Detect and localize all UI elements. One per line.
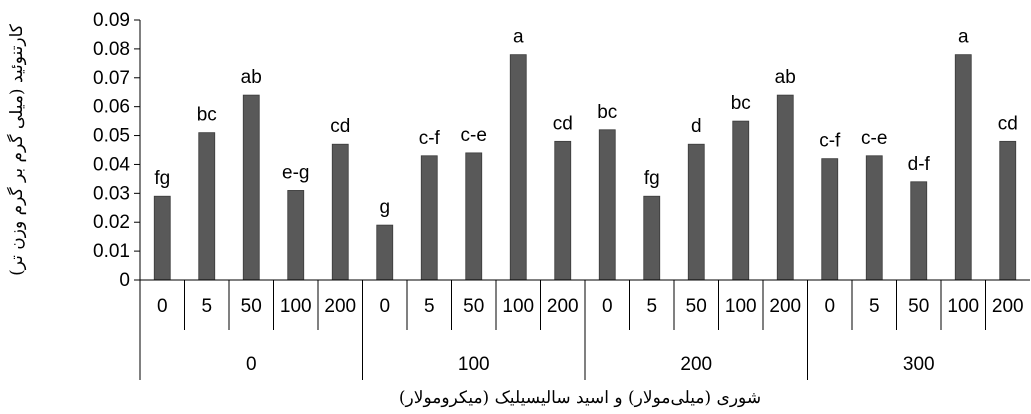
data-label: a	[958, 27, 969, 48]
bar	[910, 181, 928, 281]
y-tick-label: 0.07	[93, 68, 130, 89]
data-label: cd	[998, 113, 1018, 134]
axes-layer: 0 0.01 0.02 0.03 0.04 0.05 0.06 0.07 0.08 0.09 0 5 5…	[93, 10, 1030, 380]
bar	[732, 120, 750, 281]
data-label: c-e	[461, 125, 487, 146]
x-category-label: 50	[686, 296, 707, 317]
y-tick-label: 0.04	[93, 154, 130, 175]
data-label: bc	[197, 105, 217, 126]
bar	[643, 195, 661, 281]
x-axis-title: شوری (میلی‌مولار) و اسید سالیسیلیک (میکر…	[399, 388, 761, 408]
data-label: cd	[553, 113, 573, 134]
bar	[999, 140, 1017, 281]
bar	[821, 158, 839, 281]
bar	[776, 94, 794, 281]
data-label: ab	[775, 67, 796, 88]
data-label: bc	[597, 102, 617, 123]
x-category-label: 50	[241, 296, 262, 317]
x-category-label: 0	[379, 296, 390, 317]
x-category-label: 100	[280, 296, 312, 317]
bar	[554, 140, 572, 281]
data-label: fg	[154, 168, 170, 189]
y-tick-label: 0.08	[93, 39, 130, 60]
bar	[331, 143, 349, 281]
x-category-label: 5	[424, 296, 435, 317]
x-category-label: 200	[547, 296, 579, 317]
bar	[198, 132, 216, 281]
y-tick-label: 0.01	[93, 241, 130, 262]
x-category-label: 5	[646, 296, 657, 317]
data-label: c-f	[819, 131, 841, 152]
data-label: e-g	[282, 162, 309, 183]
data-label: a	[513, 27, 524, 48]
x-group-label: 300	[903, 354, 935, 375]
data-label: d	[691, 116, 702, 137]
y-tick-label: 0	[119, 270, 130, 291]
x-category-label: 50	[463, 296, 484, 317]
data-label: fg	[644, 168, 660, 189]
data-label: bc	[731, 93, 751, 114]
x-category-label: 200	[769, 296, 801, 317]
bar	[687, 143, 705, 281]
y-tick-label: 0.06	[93, 97, 130, 118]
x-group-label: 100	[458, 354, 490, 375]
bar	[376, 224, 394, 281]
data-label: ab	[241, 67, 262, 88]
data-label: g	[379, 197, 390, 218]
x-category-label: 100	[947, 296, 979, 317]
x-category-label: 200	[992, 296, 1024, 317]
data-label: c-e	[861, 128, 887, 149]
x-category-label: 50	[908, 296, 929, 317]
x-group-label: 0	[246, 354, 257, 375]
bars-layer: fg bc ab e-g cd g c-f c-e a cd bc fg d bc ab c-f c-e d-f a…	[153, 27, 1018, 281]
x-category-label: 100	[502, 296, 534, 317]
y-tick-label: 0.09	[93, 10, 130, 31]
bar	[465, 152, 483, 281]
y-axis-title: کارتنوئید (میلی گرم بر گرم وزن تر)	[6, 23, 27, 276]
x-group-label: 200	[680, 354, 712, 375]
x-category-label: 5	[201, 296, 212, 317]
bar	[865, 155, 883, 281]
bar	[153, 195, 171, 281]
bar	[420, 155, 438, 281]
y-tick-label: 0.03	[93, 183, 130, 204]
bar	[598, 129, 616, 281]
data-label: cd	[330, 116, 350, 137]
x-category-label: 0	[824, 296, 835, 317]
bar	[954, 54, 972, 281]
y-tick-label: 0.02	[93, 212, 130, 233]
data-label: d-f	[908, 154, 931, 175]
bar	[287, 190, 305, 281]
x-category-label: 5	[869, 296, 880, 317]
data-label: c-f	[419, 128, 441, 149]
x-category-label: 0	[602, 296, 613, 317]
y-tick-label: 0.05	[93, 126, 130, 147]
bar	[509, 54, 527, 281]
x-category-label: 200	[324, 296, 356, 317]
x-category-label: 100	[725, 296, 757, 317]
bar	[242, 94, 260, 281]
x-category-label: 0	[157, 296, 168, 317]
